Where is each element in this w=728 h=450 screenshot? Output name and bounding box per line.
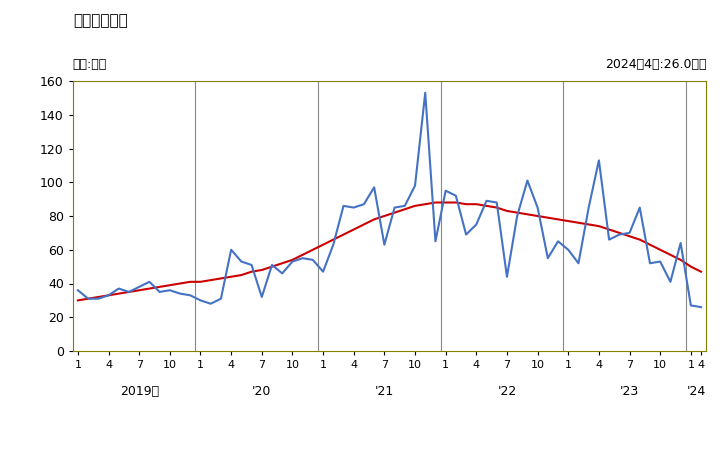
Text: '23: '23 (620, 385, 639, 398)
Text: 2019年: 2019年 (119, 385, 159, 398)
Text: 単位:億円: 単位:億円 (73, 58, 107, 72)
Text: '20: '20 (252, 385, 272, 398)
Text: '24: '24 (687, 385, 705, 398)
Text: '22: '22 (497, 385, 517, 398)
Text: 2024年4月:26.0億円: 2024年4月:26.0億円 (605, 58, 706, 72)
Text: '21: '21 (375, 385, 394, 398)
Text: 輸入額の推移: 輸入額の推移 (73, 14, 127, 28)
